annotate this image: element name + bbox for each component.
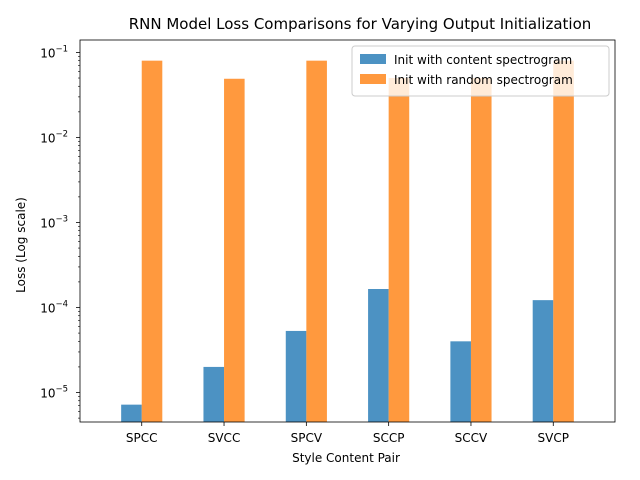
bar-SCCP-series-1 <box>368 289 389 422</box>
x-axis: SPCC SVCC SPCV SCCP SCCV SVCP <box>126 422 569 445</box>
x-tick-label: SPCC <box>126 431 158 445</box>
x-tick-label: SCCV <box>455 431 488 445</box>
bar-SPCV-series-2 <box>306 60 327 423</box>
bar-SVCP-series-1 <box>532 300 554 422</box>
x-axis-label: Style Content Pair <box>292 451 400 465</box>
legend-label-1: Init with content spectrogram <box>394 53 572 67</box>
bar-SPCC-series-1 <box>121 404 142 422</box>
y-tick-label: 10−4 <box>40 299 68 315</box>
bar-SPCC-series-2 <box>141 60 163 423</box>
bar-SVCC-series-1 <box>203 366 225 422</box>
bar-SVCP-series-2 <box>553 60 574 423</box>
bar-SVCC-series-2 <box>224 78 245 422</box>
legend-box <box>351 45 610 97</box>
legend: Init with content spectrogram Init with r… <box>351 45 610 97</box>
y-axis: 10−5 10−4 10−3 10−2 10−1 <box>40 44 80 419</box>
legend-label-2: Init with random spectrogram <box>394 73 573 87</box>
legend-swatch-2 <box>360 74 386 84</box>
y-tick-label: 10−5 <box>40 385 68 401</box>
x-tick-label: SCCP <box>373 431 405 445</box>
bar-SPCV-series-1 <box>285 330 307 422</box>
x-tick-label: SPCV <box>291 431 323 445</box>
plot-area <box>79 39 616 423</box>
y-tick-label: 10−3 <box>40 214 68 230</box>
y-tick-label: 10−1 <box>40 44 68 60</box>
y-axis-label: Loss (Log scale) <box>14 197 28 293</box>
x-tick-label: SVCC <box>208 431 241 445</box>
bar-SCCP-series-2 <box>388 78 410 422</box>
chart-title: RNN Model Loss Comparisons for Varying O… <box>129 15 592 33</box>
legend-swatch-1 <box>360 54 386 64</box>
x-tick-label: SVCP <box>538 431 569 445</box>
y-tick-label: 10−2 <box>40 129 68 145</box>
bar-SCCV-series-1 <box>450 341 471 422</box>
bar-SCCV-series-2 <box>470 78 492 422</box>
